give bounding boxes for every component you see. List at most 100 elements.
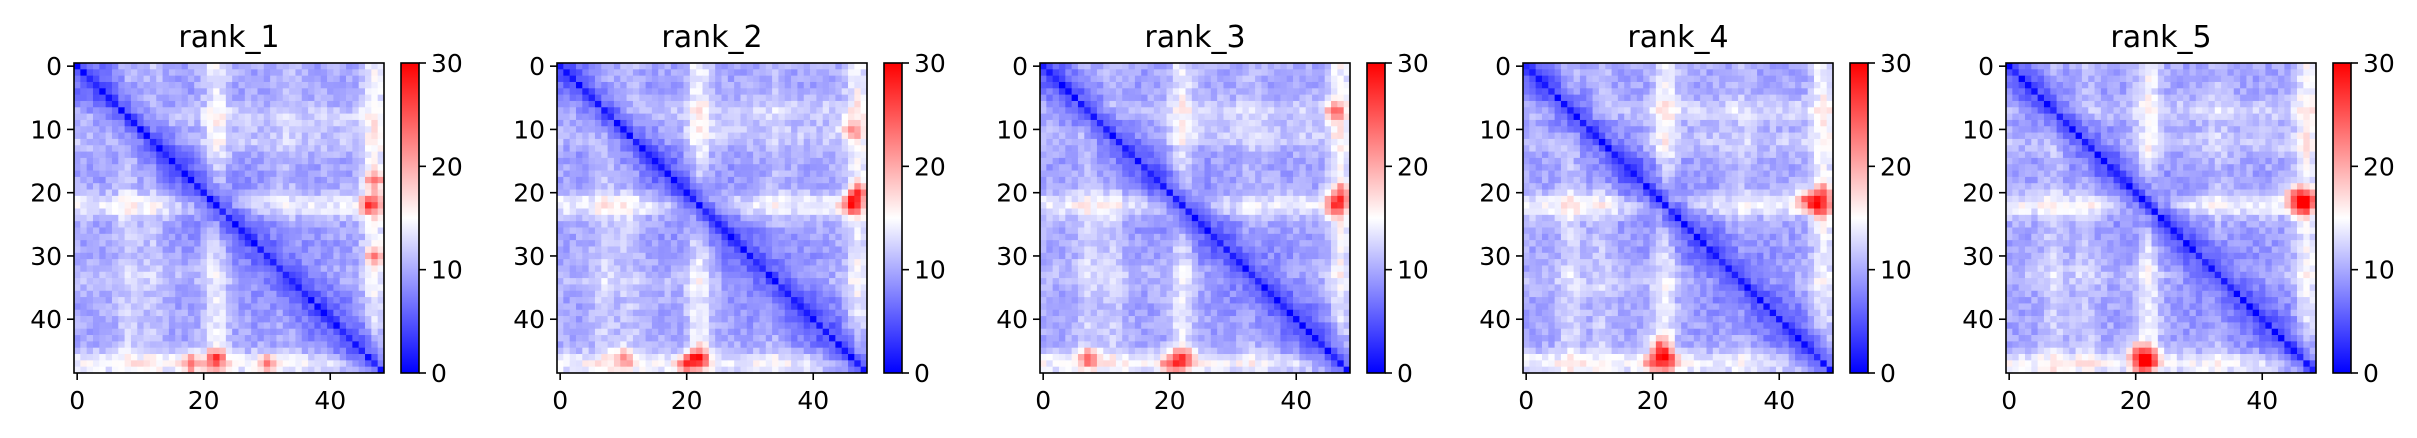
heatmap-cell [1343, 63, 1351, 70]
heatmap-cell [835, 126, 843, 133]
heatmap-cell [759, 233, 767, 241]
heatmap-cell [124, 176, 132, 184]
heatmap-cell [557, 189, 564, 197]
heatmap-cell [632, 366, 640, 374]
heatmap-cell [841, 309, 849, 317]
heatmap-cell [829, 208, 836, 216]
heatmap-cell [124, 322, 132, 330]
heatmap-cell [270, 202, 277, 209]
heatmap-cell [346, 100, 353, 108]
heatmap-cell [810, 335, 817, 342]
heatmap-cell [702, 132, 710, 140]
heatmap-cell [664, 259, 672, 266]
heatmap-cell [702, 126, 710, 133]
heatmap-cell [778, 214, 786, 222]
heatmap-cell [327, 69, 334, 77]
heatmap-cell [841, 151, 849, 159]
heatmap-cell [683, 151, 691, 159]
heatmap-cell [263, 354, 271, 361]
heatmap-cell [358, 157, 366, 165]
heatmap-cell [143, 303, 151, 311]
heatmap-cell [740, 88, 748, 95]
heatmap-cell [645, 183, 653, 190]
heatmap-cell [613, 208, 621, 216]
heatmap-cell [860, 183, 868, 190]
heatmap-cell [225, 297, 233, 304]
heatmap-cell [601, 227, 608, 235]
heatmap-cell [708, 195, 716, 203]
heatmap-cell [187, 176, 195, 184]
heatmap-cell [187, 341, 195, 349]
heatmap-cell [187, 233, 195, 241]
heatmap-cell [816, 354, 824, 361]
heatmap-cell [689, 119, 697, 127]
heatmap-cell [594, 189, 602, 197]
heatmap-cell [244, 221, 252, 228]
heatmap-cell [156, 69, 163, 77]
heatmap-cell [124, 151, 132, 159]
heatmap-cell [677, 138, 684, 146]
heatmap-cell [1052, 69, 1060, 77]
heatmap-cell [632, 259, 640, 266]
heatmap-cell [371, 322, 379, 330]
heatmap-cell [314, 347, 322, 355]
heatmap-cell [803, 189, 811, 197]
heatmap-cell [727, 119, 735, 127]
heatmap-cell [784, 322, 792, 330]
heatmap-cell [194, 335, 201, 342]
heatmap-cell [797, 145, 805, 152]
heatmap-cell [670, 297, 678, 304]
heatmap-cell [358, 316, 366, 323]
heatmap-cell [1185, 63, 1193, 70]
heatmap-cell [206, 195, 214, 203]
heatmap-cell [689, 366, 697, 374]
heatmap-cell [200, 354, 208, 361]
heatmap-cell [721, 107, 729, 114]
heatmap-cell [778, 176, 786, 184]
heatmap-cell [759, 278, 767, 285]
heatmap-cell [320, 126, 328, 133]
heatmap-cell [80, 297, 88, 304]
heatmap-cell [670, 132, 678, 140]
heatmap-cell [270, 176, 277, 184]
heatmap-cell [137, 81, 144, 89]
heatmap-cell [80, 303, 88, 311]
heatmap-cell [238, 265, 246, 273]
heatmap-cell [86, 360, 94, 368]
heatmap-cell [99, 297, 106, 304]
heatmap-cell [92, 81, 100, 89]
heatmap-cell [594, 309, 602, 317]
heatmap-cell [181, 335, 189, 342]
heatmap-cell [715, 63, 722, 70]
heatmap-cell [721, 354, 729, 361]
heatmap-cell [759, 284, 767, 292]
heatmap-cell [569, 322, 577, 330]
heatmap-cell [841, 354, 849, 361]
heatmap-cell [645, 335, 653, 342]
heatmap-cell [822, 88, 830, 95]
heatmap-cell [327, 221, 334, 228]
heatmap-cell [314, 316, 322, 323]
heatmap-cell [822, 69, 830, 77]
heatmap-cell [822, 278, 830, 285]
heatmap-cell [816, 328, 824, 336]
heatmap-cell [232, 259, 239, 266]
heatmap-cell [727, 100, 735, 108]
heatmap-cell [854, 145, 862, 152]
heatmap-cell [784, 119, 792, 127]
heatmap-cell [105, 366, 113, 374]
heatmap-cell [282, 195, 290, 203]
heatmap-cell [200, 88, 208, 95]
heatmap-cell [213, 164, 220, 171]
heatmap-cell [314, 284, 322, 292]
heatmap-cell [708, 265, 716, 273]
heatmap-cell [80, 322, 88, 330]
heatmap-cell [74, 252, 81, 260]
heatmap-cell [168, 303, 176, 311]
heatmap-cell [194, 195, 201, 203]
heatmap-cell [727, 176, 735, 184]
heatmap-cell [810, 81, 817, 89]
heatmap-cell [696, 335, 703, 342]
heatmap-cell [607, 170, 615, 178]
